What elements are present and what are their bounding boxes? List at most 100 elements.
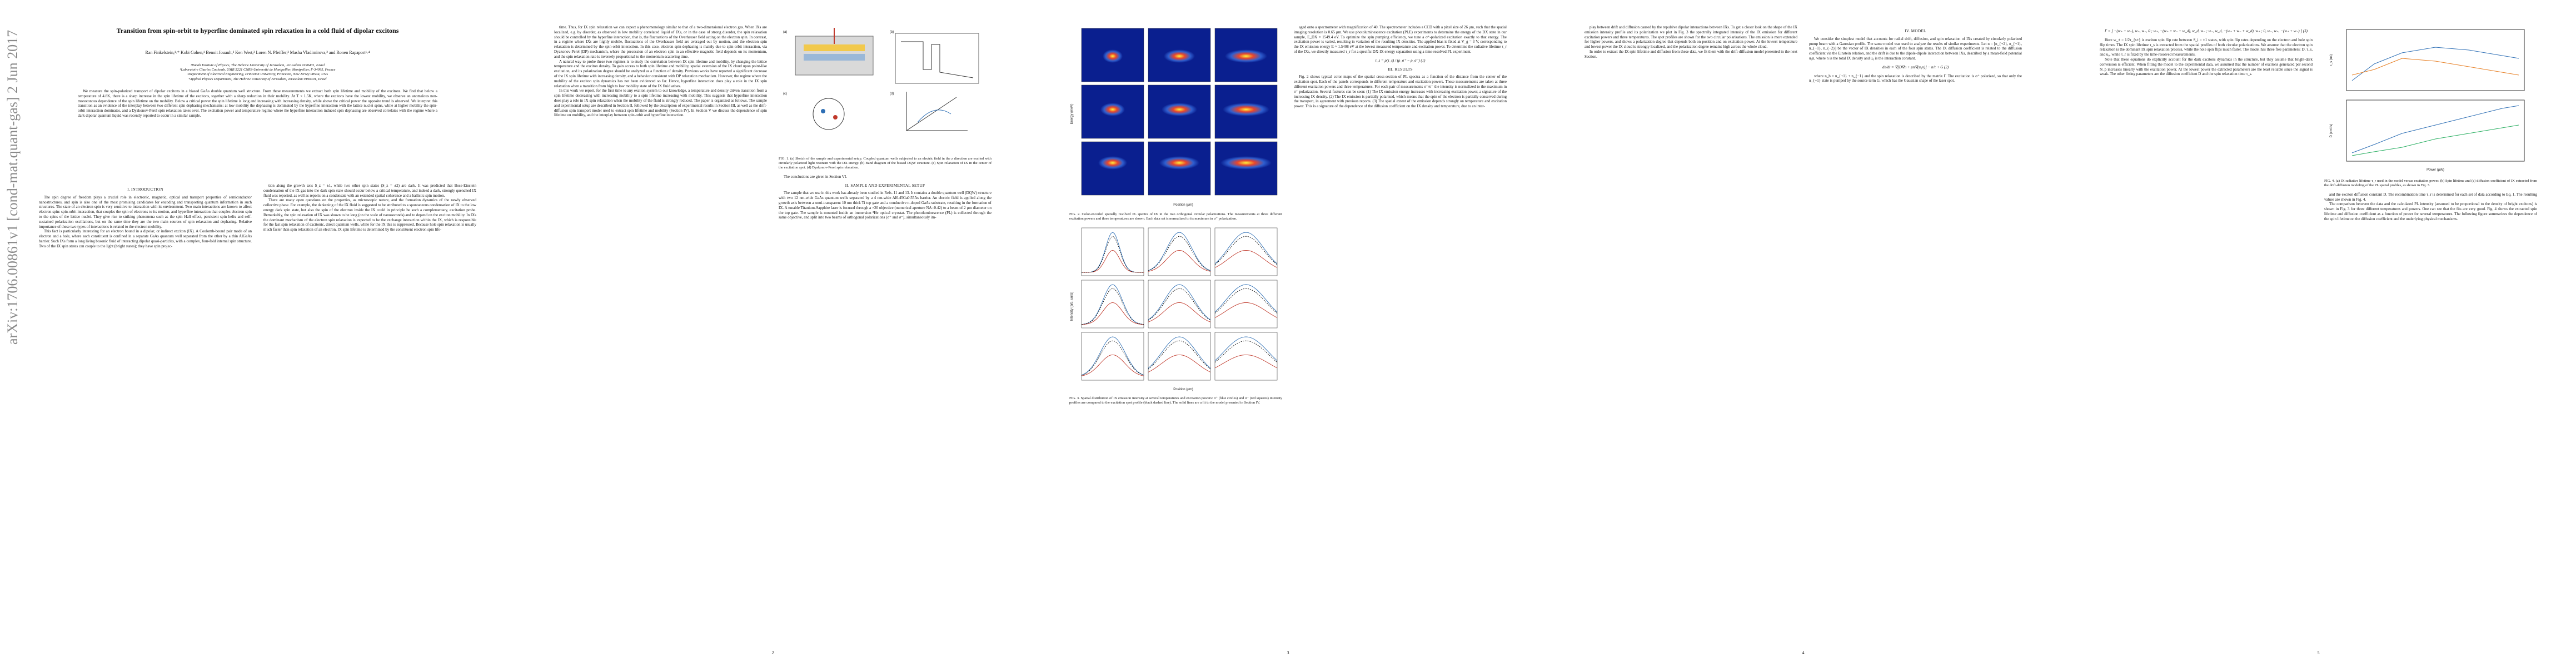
profile-curve	[1081, 336, 1144, 376]
y-axis-label: Energy (meV)	[1070, 103, 1074, 124]
text: This fact is particularly interesting fo…	[39, 229, 252, 248]
page: time. Thus, for IX spin relaxation we ca…	[515, 0, 1030, 667]
text: The sample that we use in this work has …	[779, 191, 991, 220]
authors: Ran Finkelstein,¹˒* Kobi Cohen,¹ Benoit …	[145, 50, 370, 55]
panel-label: (d)	[890, 92, 894, 96]
column: Energy (meV) Position (μm) FIG. 2. Color…	[1069, 25, 1282, 410]
text: tion along the growth axis S_z = ±1, whi…	[263, 183, 476, 198]
column: time. Thus, for IX spin relaxation we ca…	[554, 25, 767, 118]
text: Fig. 2 shows typical color maps of the s…	[1294, 74, 1507, 109]
text: time. Thus, for IX spin relaxation we ca…	[554, 25, 767, 59]
heading: II. SAMPLE AND EXPERIMENTAL SETUP	[845, 183, 925, 188]
page-number: 4	[1802, 650, 1805, 655]
y-axis-label: τ_s (ns)	[2330, 54, 2333, 66]
panel-label: (b)	[890, 31, 894, 34]
heatmap-blob	[1098, 156, 1127, 170]
profile-curve	[1082, 250, 1144, 273]
figure-2: Energy (meV) Position (μm)	[1070, 28, 1278, 207]
profile-curve	[1214, 232, 1278, 264]
heatmap-blob	[1159, 156, 1199, 170]
abstract: We measure the spin-polarized transport …	[78, 89, 437, 118]
plot-frame	[1148, 332, 1211, 381]
panel-label: (a)	[783, 31, 787, 34]
text: There are many open questions on the pro…	[263, 198, 476, 232]
text: where n_b = n_{+1} + n_{−1} and the spin…	[1809, 73, 2022, 83]
page: play between drift and diffusion caused …	[1546, 0, 2061, 667]
column: (a) (b) (c) (d) FIG. 1. (a) Sketch of th…	[779, 25, 991, 220]
heading: I. INTRODUCTION	[127, 187, 163, 192]
equation: dn/dt = ∇[D∇n + μn∇(u₀n)] − n/τ + G (2)	[1882, 64, 1949, 69]
page: arXiv:1706.00861v1 [cond-mat.quant-gas] …	[0, 0, 515, 667]
profile-curve	[1214, 284, 1278, 312]
column: aged onto a spectrometer with magnificat…	[1294, 25, 1507, 109]
profile-curve	[1214, 236, 1278, 265]
text: and the exciton diffusion constant D. Th…	[2324, 192, 2537, 202]
text: In this work we report, for the first ti…	[554, 88, 767, 118]
text: A natural way to probe these two regimes…	[554, 59, 767, 88]
profile-curve	[1148, 284, 1211, 320]
text: Note that these equations do explicitly …	[2100, 57, 2313, 77]
figure-caption: FIG. 3. Spatial distribution of IX emiss…	[1069, 396, 1282, 405]
plot-frame	[1081, 227, 1144, 276]
plot-frame	[1214, 332, 1278, 381]
y-axis-label: D (cm²/s)	[2330, 124, 2333, 138]
profile-curve	[1214, 250, 1278, 268]
figure-1: (a) (b) (c) (d)	[783, 28, 979, 131]
title: Transition from spin-orbit to hyperfine …	[116, 27, 399, 34]
heatmap-blob	[1223, 103, 1269, 116]
page-number: 5	[2317, 650, 2320, 655]
profile-curve	[1148, 232, 1211, 271]
page-number: 2	[771, 650, 774, 655]
x-axis-label: Position (μm)	[1173, 388, 1193, 391]
profile-curve	[1214, 336, 1278, 361]
profile-curve	[1148, 250, 1211, 272]
text: Here w_± = 1/2τ_{s±} is exciton spin fli…	[2100, 37, 2313, 57]
text: The comparison between the data and the …	[2324, 202, 2537, 221]
profile-curve	[1214, 288, 1278, 313]
profile-curve	[1214, 340, 1278, 363]
x-axis-label: Position (μm)	[1173, 203, 1193, 207]
column: tion along the growth axis S_z = ±1, whi…	[263, 183, 476, 232]
page: Γ = [ −(w₊ + w₋), w₊, w₋, 0 ; w₊, −(w₊ +…	[2061, 0, 2576, 667]
figure-caption: FIG. 2. Color-encoded spatially resolved…	[1069, 212, 1282, 221]
heatmap-blob	[1220, 156, 1272, 170]
heatmap-blob	[1162, 103, 1197, 116]
plot-frame	[1148, 227, 1211, 276]
column-text: The conclusions are given in Section VI.…	[779, 175, 991, 220]
text: In order to extract the IX spin lifetime…	[1585, 49, 1797, 59]
figure-caption: FIG. 4. (a) IX radiative lifetime τ_r us…	[2324, 178, 2537, 187]
text: aged onto a spectrometer with magnificat…	[1294, 25, 1507, 54]
column: I. INTRODUCTION The spin degree of freedo…	[39, 183, 252, 249]
column: τ_s (ns) D (cm²/s) Power (μW) FIG. 4. (a…	[2324, 25, 2537, 222]
heading: III. RESULTS	[1388, 67, 1413, 72]
profile-curve	[1081, 288, 1144, 325]
profile-curve	[1082, 232, 1144, 273]
panel-label: (c)	[783, 92, 787, 96]
plot-frame	[1214, 227, 1278, 276]
profile-curve	[1081, 284, 1144, 325]
affiliation: ⁴Applied Physics Department, The Hebrew …	[188, 77, 327, 81]
profile-curve	[1148, 336, 1211, 369]
plot-frame	[1214, 280, 1278, 328]
affiliation: ³Department of Electrical Engineering, P…	[187, 72, 328, 77]
profile-curve	[1148, 340, 1211, 370]
page-number: 3	[1287, 650, 1289, 655]
plot-frame	[1081, 280, 1144, 328]
profile-curve	[1081, 302, 1144, 325]
arxiv-stamp: arXiv:1706.00861v1 [cond-mat.quant-gas] …	[4, 29, 21, 345]
heatmap-blob	[1225, 49, 1267, 63]
heatmap-blob	[1164, 49, 1195, 63]
column: IV. MODEL We consider the simplest model …	[1809, 25, 2022, 83]
x-axis-label: Power (μW)	[2426, 168, 2444, 172]
profile-curve	[1214, 302, 1278, 318]
affiliations: ¹Racah Institute of Physics, The Hebrew …	[61, 63, 454, 82]
profile-curve	[1082, 236, 1144, 273]
text: play between drift and diffusion caused …	[1585, 25, 1797, 49]
column: Γ = [ −(w₊ + w₋), w₊, w₋, 0 ; w₊, −(w₊ +…	[2100, 25, 2313, 77]
equation: τ_s = ρ(τ_s) / (ρ_σ⁺ − ρ_σ⁻) (1)	[1375, 58, 1426, 63]
heatmap-blob	[1100, 103, 1125, 116]
heading: IV. MODEL	[1905, 29, 1926, 33]
profile-curve	[1081, 354, 1144, 376]
profile-curve	[1214, 354, 1278, 369]
